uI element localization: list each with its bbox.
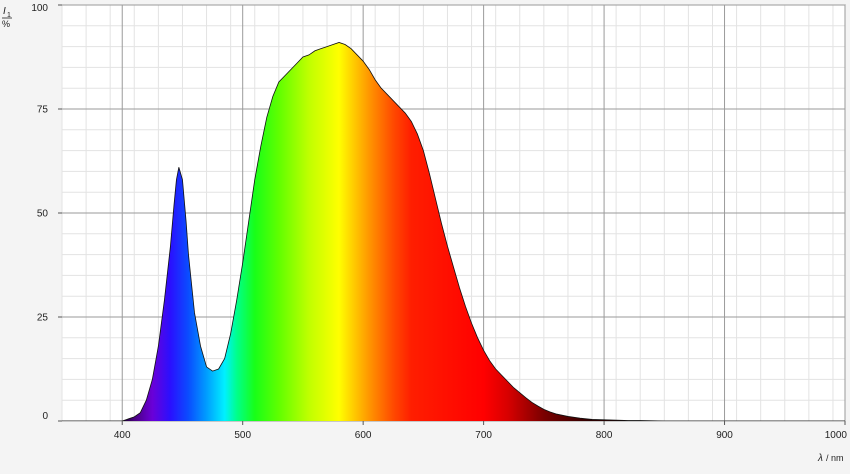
y-tick-label: 75 [37,105,49,116]
y-axis-label-symbol: I [3,6,6,17]
series-area [62,42,845,421]
x-axis-ticks: 400 500 600 700 800 900 1000 [114,421,848,441]
y-axis-ticks: 0 25 50 75 100 [31,3,62,422]
x-tick-label: 400 [114,430,131,441]
series-line [62,42,845,421]
y-tick-label: 25 [37,313,49,324]
y-tick-label: 0 [42,411,48,422]
x-tick-label: 500 [234,430,251,441]
y-axis-label-subscript: 1 [7,12,11,19]
y-tick-label: 100 [31,3,48,14]
x-tick-label: 1000 [825,430,848,441]
x-axis-label-unit: / nm [826,453,844,463]
x-tick-label: 800 [596,430,613,441]
x-tick-label: 700 [475,430,492,441]
x-axis-label-symbol: λ [817,453,823,464]
x-tick-label: 900 [716,430,733,441]
y-tick-label: 50 [37,209,49,220]
x-tick-label: 600 [355,430,372,441]
y-axis-label-unit: % [2,19,10,29]
